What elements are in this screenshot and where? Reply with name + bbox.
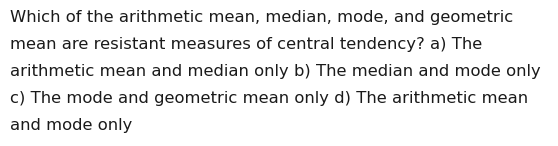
Text: Which of the arithmetic mean, median, mode, and geometric: Which of the arithmetic mean, median, mo…	[10, 10, 513, 25]
Text: arithmetic mean and median only b) The median and mode only: arithmetic mean and median only b) The m…	[10, 64, 541, 79]
Text: c) The mode and geometric mean only d) The arithmetic mean: c) The mode and geometric mean only d) T…	[10, 91, 528, 106]
Text: mean are resistant measures of central tendency? a) The: mean are resistant measures of central t…	[10, 37, 482, 52]
Text: and mode only: and mode only	[10, 118, 132, 133]
